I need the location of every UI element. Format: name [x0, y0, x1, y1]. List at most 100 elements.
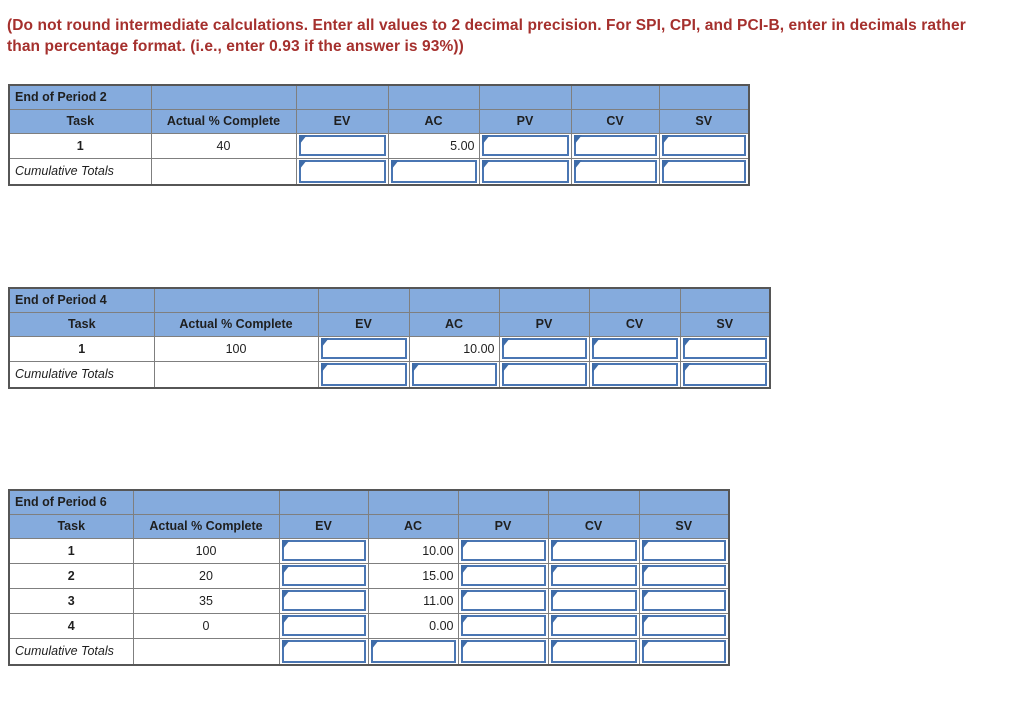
- cumulative-sv-input[interactable]: [661, 159, 746, 183]
- pct-cell: 20: [132, 562, 280, 589]
- cv-input[interactable]: [591, 338, 678, 359]
- cumulative-pct-cell: [150, 157, 297, 186]
- cv-input[interactable]: [550, 615, 637, 636]
- pv-input[interactable]: [501, 338, 587, 359]
- cumulative-pv-input[interactable]: [481, 159, 569, 183]
- input-flag-icon: [550, 540, 559, 550]
- column-header-task: Task: [8, 311, 155, 337]
- column-header-pct: Actual % Complete: [153, 311, 319, 337]
- cv-input[interactable]: [573, 135, 657, 156]
- task-cell: 4: [8, 612, 134, 639]
- pv-input[interactable]: [460, 565, 546, 586]
- input-flag-icon: [682, 362, 691, 373]
- cumulative-sv-input[interactable]: [682, 362, 767, 386]
- ev-input-cell: [317, 335, 410, 362]
- title-row-spacer: [150, 84, 297, 110]
- ev-input[interactable]: [281, 565, 366, 586]
- ac-value-cell: 11.00: [367, 587, 459, 614]
- input-flag-icon: [591, 338, 600, 348]
- input-flag-icon: [298, 135, 307, 145]
- input-flag-icon: [682, 338, 691, 348]
- pv-input[interactable]: [460, 540, 546, 561]
- input-flag-icon: [460, 639, 469, 650]
- sv-input[interactable]: [641, 565, 726, 586]
- cv-input[interactable]: [550, 540, 637, 561]
- column-header-cv: CV: [570, 108, 660, 134]
- sv-input[interactable]: [661, 135, 746, 156]
- sv-input[interactable]: [641, 540, 726, 561]
- ac-input-cell: [387, 157, 480, 186]
- cv-input-cell: [547, 637, 640, 666]
- input-flag-icon: [281, 565, 290, 575]
- sv-input[interactable]: [641, 615, 726, 636]
- ev-input-cell: [317, 360, 410, 389]
- cumulative-sv-input[interactable]: [641, 639, 726, 663]
- ac-input-cell: [367, 637, 459, 666]
- cumulative-label: Cumulative Totals: [8, 360, 155, 389]
- pv-input[interactable]: [481, 135, 569, 156]
- input-flag-icon: [550, 590, 559, 600]
- ac-value-cell: 15.00: [367, 562, 459, 589]
- sv-input[interactable]: [682, 338, 767, 359]
- pct-cell: 100: [132, 537, 280, 564]
- column-header-cv: CV: [547, 513, 640, 539]
- table-row: 1 100 10.00: [8, 537, 730, 564]
- ev-input[interactable]: [298, 135, 386, 156]
- title-row-spacer: [478, 84, 572, 110]
- input-flag-icon: [460, 540, 469, 550]
- task-cell: 3: [8, 587, 134, 614]
- title-row-spacer: [132, 489, 280, 515]
- ev-input[interactable]: [320, 338, 407, 359]
- cumulative-pv-input[interactable]: [501, 362, 587, 386]
- sv-input[interactable]: [641, 590, 726, 611]
- cv-input[interactable]: [550, 590, 637, 611]
- cumulative-row: Cumulative Totals: [8, 360, 771, 389]
- sv-input-cell: [638, 537, 730, 564]
- table-row: 1 40 5.00: [8, 132, 750, 159]
- pv-input[interactable]: [460, 590, 546, 611]
- instructions-line-2: than percentage format. (i.e., enter 0.9…: [7, 38, 464, 55]
- sv-input-cell: [658, 132, 750, 159]
- table-title: End of Period 2: [8, 84, 152, 110]
- cumulative-pct-cell: [132, 637, 280, 666]
- title-row-spacer: [658, 84, 750, 110]
- column-header-sv: SV: [679, 311, 771, 337]
- task-cell: 1: [8, 537, 134, 564]
- cv-input-cell: [588, 335, 681, 362]
- pct-cell: 100: [153, 335, 319, 362]
- cumulative-ac-input[interactable]: [390, 159, 477, 183]
- ev-input-cell: [278, 637, 369, 666]
- cumulative-pv-input[interactable]: [460, 639, 546, 663]
- cv-input[interactable]: [550, 565, 637, 586]
- ev-input-cell: [278, 587, 369, 614]
- cumulative-ev-input[interactable]: [320, 362, 407, 386]
- cumulative-ev-input[interactable]: [281, 639, 366, 663]
- instructions-text: (Do not round intermediate calculations.…: [7, 15, 966, 57]
- ev-input[interactable]: [281, 590, 366, 611]
- cumulative-ac-input[interactable]: [370, 639, 456, 663]
- column-header-sv: SV: [638, 513, 730, 539]
- cumulative-cv-input[interactable]: [591, 362, 678, 386]
- input-flag-icon: [281, 540, 290, 550]
- pv-input-cell: [457, 537, 549, 564]
- cumulative-ev-input[interactable]: [298, 159, 386, 183]
- cumulative-cv-input[interactable]: [550, 639, 637, 663]
- ev-input[interactable]: [281, 540, 366, 561]
- input-flag-icon: [641, 565, 650, 575]
- pv-input[interactable]: [460, 615, 546, 636]
- input-flag-icon: [661, 135, 670, 145]
- pct-cell: 35: [132, 587, 280, 614]
- input-flag-icon: [591, 362, 600, 373]
- cumulative-label: Cumulative Totals: [8, 637, 134, 666]
- input-flag-icon: [550, 615, 559, 625]
- cumulative-ac-input[interactable]: [411, 362, 497, 386]
- cumulative-cv-input[interactable]: [573, 159, 657, 183]
- ac-input-cell: [408, 360, 500, 389]
- title-row-spacer: [408, 287, 500, 313]
- pv-input-cell: [457, 637, 549, 666]
- ev-input[interactable]: [281, 615, 366, 636]
- title-row-spacer: [588, 287, 681, 313]
- input-flag-icon: [641, 590, 650, 600]
- pv-input-cell: [478, 157, 572, 186]
- input-flag-icon: [550, 639, 559, 650]
